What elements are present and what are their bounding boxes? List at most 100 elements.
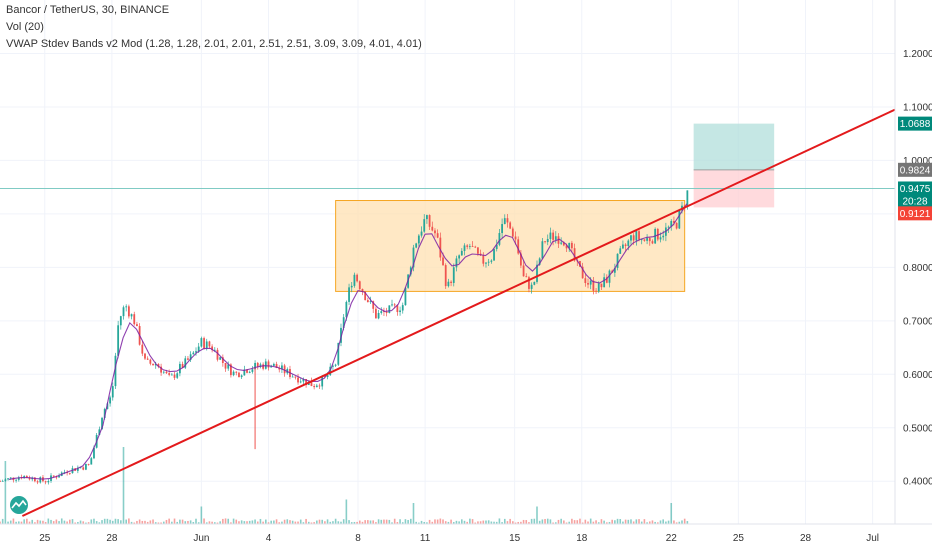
volume-bar bbox=[452, 522, 455, 524]
candle-body bbox=[624, 244, 627, 247]
candle-body bbox=[605, 277, 608, 283]
volume-bar bbox=[227, 518, 230, 524]
volume-bar bbox=[549, 519, 552, 524]
volume-bar bbox=[329, 521, 332, 524]
volume-bar bbox=[458, 521, 460, 524]
volume-bar bbox=[528, 522, 530, 524]
volume-bar bbox=[592, 521, 595, 524]
time-tick-label: 22 bbox=[666, 533, 678, 544]
tradingview-logo-icon[interactable] bbox=[6, 496, 32, 514]
candle-body bbox=[587, 283, 589, 285]
candle-body bbox=[364, 291, 367, 301]
candle-body bbox=[133, 314, 136, 325]
candle-body bbox=[592, 280, 595, 291]
candle-body bbox=[517, 239, 520, 254]
price-tag-label: 0.9824 bbox=[900, 165, 931, 176]
volume-bar bbox=[294, 521, 297, 524]
volume-bar bbox=[407, 519, 409, 524]
trendline-stroke[interactable] bbox=[21, 108, 896, 517]
volume-bar bbox=[603, 520, 605, 524]
volume-bar bbox=[103, 518, 106, 524]
volume-bar bbox=[410, 518, 412, 524]
range-box-rect[interactable] bbox=[335, 200, 686, 292]
candle-body bbox=[544, 241, 546, 243]
candle-body bbox=[162, 371, 165, 373]
candle-body bbox=[230, 364, 232, 376]
candle-body bbox=[195, 351, 197, 353]
candle-body bbox=[452, 267, 455, 283]
candle-body bbox=[656, 228, 659, 240]
candle-body bbox=[423, 219, 426, 232]
candle-body bbox=[530, 284, 533, 289]
candle-body bbox=[651, 241, 654, 244]
candle-body bbox=[393, 304, 396, 306]
candle-body bbox=[315, 385, 318, 388]
volume-bar bbox=[589, 518, 592, 524]
candle-body bbox=[369, 301, 372, 303]
candle-body bbox=[471, 246, 474, 247]
volume-bar bbox=[216, 522, 219, 524]
volume-bar bbox=[606, 522, 608, 524]
volume-legend[interactable]: Vol (20) bbox=[6, 21, 44, 33]
candle-body bbox=[493, 249, 495, 261]
volume-bar bbox=[171, 521, 173, 524]
candle-body bbox=[616, 253, 619, 268]
symbol-legend[interactable]: Bancor / TetherUS, 30, BINANCE bbox=[6, 4, 170, 16]
volume-bar bbox=[372, 520, 375, 524]
candle-body bbox=[519, 253, 522, 266]
volume-bar bbox=[651, 520, 654, 524]
candle-body bbox=[294, 376, 297, 378]
candle-body bbox=[63, 472, 66, 473]
candle-body bbox=[659, 237, 662, 240]
candle-body bbox=[1, 480, 4, 482]
candle-body bbox=[310, 381, 313, 387]
candle-body bbox=[434, 230, 436, 234]
volume-bar bbox=[512, 521, 514, 524]
candle-body bbox=[573, 248, 576, 261]
trendline[interactable] bbox=[21, 108, 896, 517]
candle-body bbox=[581, 266, 584, 279]
candle-body bbox=[211, 346, 214, 351]
volume-bar bbox=[600, 519, 603, 524]
candle-body bbox=[444, 265, 447, 287]
volume-bar bbox=[109, 519, 111, 524]
candle-body bbox=[76, 467, 79, 471]
candle-body bbox=[337, 342, 340, 365]
volume-bar bbox=[219, 521, 221, 524]
candle-body bbox=[565, 245, 568, 249]
volume-bar bbox=[412, 503, 415, 524]
volume-bar bbox=[82, 521, 85, 524]
volume-bar bbox=[404, 519, 407, 524]
long-position-tool[interactable] bbox=[693, 123, 775, 208]
volume-bar bbox=[611, 519, 613, 524]
candle-body bbox=[141, 344, 144, 354]
volume-bar bbox=[377, 519, 380, 524]
candle-body bbox=[318, 385, 321, 387]
candle-body bbox=[227, 364, 230, 369]
volume-bar bbox=[230, 522, 232, 524]
candle-body bbox=[426, 215, 428, 220]
volume-bar bbox=[133, 522, 136, 524]
price-tag-bg bbox=[898, 181, 932, 196]
volume-bar bbox=[278, 522, 281, 524]
time-axis[interactable]: 25 28 Jun 4 8 11 15 18 22 25 28 Jul bbox=[39, 533, 879, 544]
volume-bar bbox=[34, 522, 36, 524]
candle-body bbox=[256, 362, 259, 367]
candle-body bbox=[552, 232, 555, 240]
volume-bar bbox=[469, 518, 471, 524]
candle-body bbox=[122, 307, 125, 317]
range-box[interactable] bbox=[335, 200, 686, 292]
candle-body bbox=[686, 190, 689, 207]
candle-body bbox=[68, 473, 71, 474]
candle-body bbox=[221, 357, 224, 363]
volume-bar bbox=[144, 520, 146, 524]
volume-bar bbox=[646, 522, 648, 524]
price-axis[interactable]: 0.40000.50000.60000.70000.80000.90001.00… bbox=[903, 49, 932, 488]
candle-body bbox=[200, 338, 203, 347]
profit-zone[interactable] bbox=[693, 123, 775, 170]
time-tick-label: 25 bbox=[733, 533, 745, 544]
volume-bar bbox=[270, 520, 272, 524]
vwap-legend[interactable]: VWAP Stdev Bands v2 Mod (1.28, 1.28, 2.0… bbox=[6, 38, 422, 50]
candle-body bbox=[152, 363, 154, 366]
